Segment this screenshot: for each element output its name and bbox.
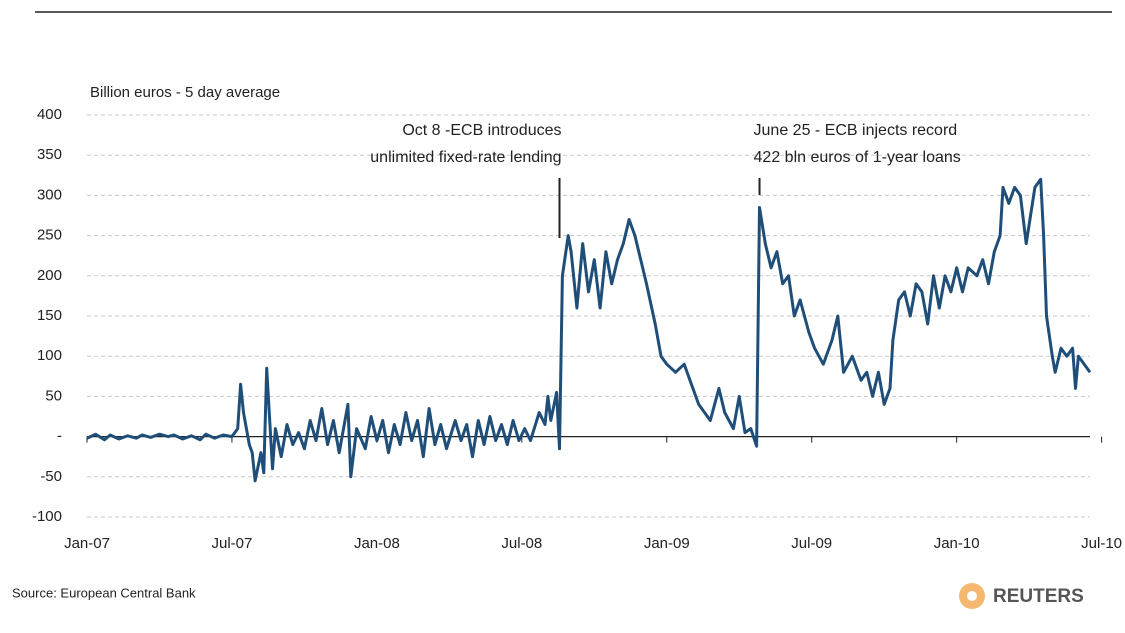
annotation-text: 422 bln euros of 1-year loans <box>754 149 961 166</box>
y-tick-label: 250 <box>37 227 62 244</box>
x-tick-label: Jan-08 <box>354 535 400 552</box>
x-tick-label: Jan-09 <box>644 535 690 552</box>
y-tick-label: 150 <box>37 307 62 324</box>
source: Source: European Central Bank <box>12 585 196 600</box>
y-tick-label: 350 <box>37 146 62 163</box>
y-tick-label: -100 <box>32 508 62 525</box>
y-tick-label: 200 <box>37 267 62 284</box>
x-tick-label: Jan-07 <box>64 535 110 552</box>
annotation-text: unlimited fixed-rate lending <box>370 149 561 166</box>
chart-subtitle: Billion euros - 5 day average <box>90 84 280 101</box>
y-tick-label: 400 <box>37 106 62 123</box>
x-tick-label: Jan-10 <box>934 535 980 552</box>
x-tick-label: Jul-10 <box>1081 535 1122 552</box>
x-tick-label: Jul-08 <box>501 535 542 552</box>
x-tick-label: Jul-07 <box>212 535 253 552</box>
x-tick-label: Jul-09 <box>791 535 832 552</box>
y-tick-label: -50 <box>40 468 62 485</box>
logo-icon <box>959 583 985 609</box>
data-line <box>86 177 1092 483</box>
annotation-text: Oct 8 -ECB introduces <box>402 122 561 139</box>
logo: REUTERS <box>993 586 1084 607</box>
y-tick-label: 50 <box>45 387 62 404</box>
y-tick-label: - <box>57 428 62 445</box>
y-tick-label: 300 <box>37 186 62 203</box>
annotation-text: June 25 - ECB injects record <box>754 122 958 139</box>
y-tick-label: 100 <box>37 347 62 364</box>
